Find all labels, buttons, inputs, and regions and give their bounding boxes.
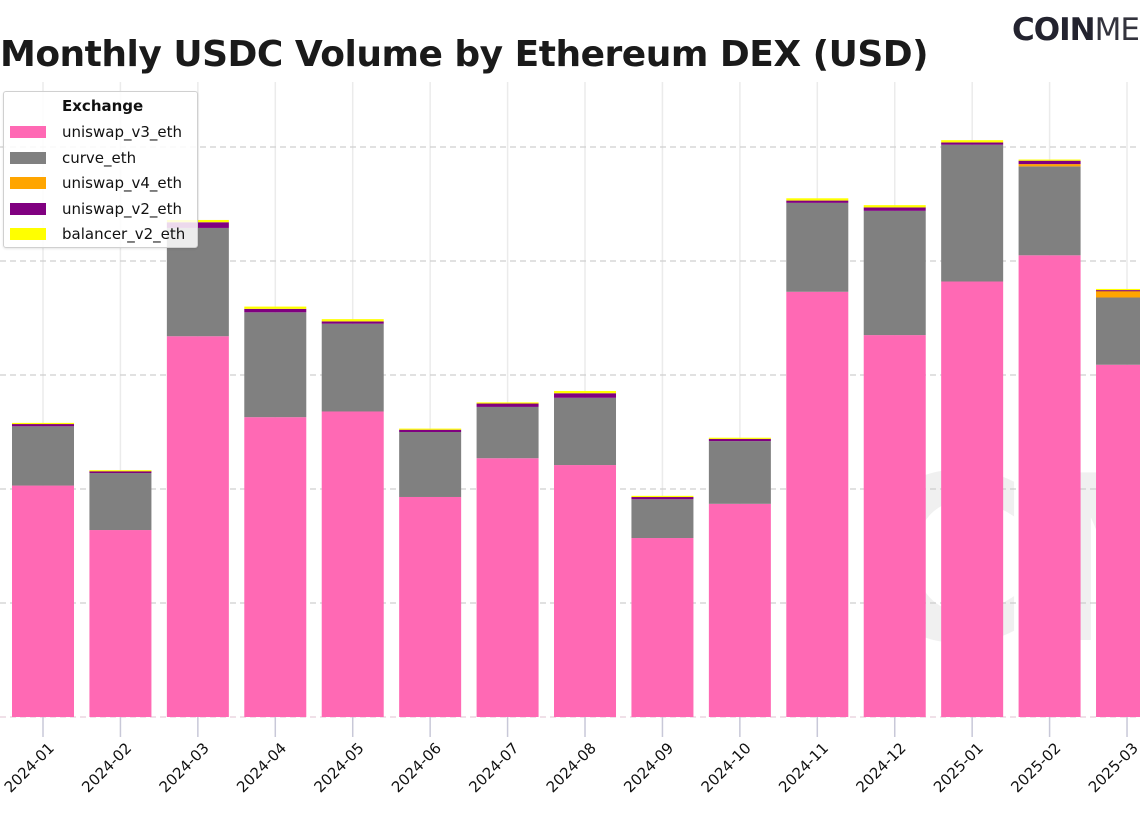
bar-uniswap_v3_eth-2024-08 [554, 465, 617, 717]
bar-uniswap_v3_eth-2024-11 [786, 291, 849, 717]
bar-curve_eth-2024-12 [863, 210, 926, 336]
x-tick-label: 2025-02 [1007, 739, 1064, 796]
x-tick-label: 2024-09 [620, 739, 677, 796]
bar-curve_eth-2025-02 [1018, 166, 1081, 256]
bar-balancer_v2_eth-2024-08 [554, 390, 617, 394]
legend-label: curve_eth [62, 148, 137, 167]
legend: Exchange uniswap_v3_eth curve_eth uniswap_… [3, 91, 198, 248]
bar-balancer_v2_eth-2025-02 [1018, 159, 1081, 161]
bar-uniswap_v3_eth-2025-01 [941, 281, 1004, 717]
bar-balancer_v2_eth-2024-11 [786, 198, 849, 201]
bar-curve_eth-2024-08 [554, 397, 617, 466]
bar-uniswap_v3_eth-2024-02 [89, 530, 152, 717]
legend-label: uniswap_v3_eth [62, 123, 183, 141]
bar-uniswap_v2_eth-2024-08 [554, 393, 617, 398]
bar-uniswap_v3_eth-2024-10 [708, 503, 771, 717]
bar-uniswap_v2_eth-2024-05 [321, 321, 384, 324]
bar-balancer_v2_eth-2024-12 [863, 205, 926, 208]
legend-label: balancer_v2_eth [62, 225, 186, 243]
x-tick-label: 2024-06 [388, 739, 445, 796]
bar-curve_eth-2024-01 [12, 426, 74, 486]
legend-swatch [10, 228, 46, 240]
legend-swatch [10, 151, 46, 164]
bar-balancer_v2_eth-2024-02 [89, 470, 152, 472]
bar-uniswap_v3_eth-2025-02 [1018, 255, 1081, 718]
bar-uniswap_v2_eth-2024-11 [786, 200, 849, 203]
bar-uniswap_v2_eth-2024-04 [244, 308, 307, 313]
bar-balancer_v2_eth-2025-03 [1096, 288, 1140, 291]
bar-uniswap_v2_eth-2024-10 [708, 438, 771, 442]
bar-curve_eth-2024-07 [476, 406, 539, 459]
legend-title: Exchange [62, 97, 144, 115]
bar-uniswap_v2_eth-2024-01 [12, 424, 74, 427]
x-tick-label: 2024-11 [775, 739, 832, 796]
bar-balancer_v2_eth-2024-06 [399, 428, 462, 430]
legend-item-uniswap_v2_eth[interactable]: uniswap_v2_eth [10, 199, 182, 219]
legend-swatch [10, 202, 46, 215]
bar-uniswap_v2_eth-2025-01 [941, 142, 1004, 145]
bar-curve_eth-2024-11 [786, 202, 849, 292]
x-tick-label: 2024-05 [310, 739, 367, 796]
bar-balancer_v2_eth-2024-04 [244, 306, 307, 309]
bar-curve_eth-2024-06 [399, 432, 462, 497]
bar-balancer_v2_eth-2024-07 [476, 402, 539, 404]
bar-uniswap_v2_eth-2024-12 [863, 207, 926, 211]
bar-balancer_v2_eth-2024-09 [631, 495, 694, 498]
x-tick-label: 2024-10 [698, 739, 755, 796]
legend-item-curve_eth[interactable]: curve_eth [10, 148, 136, 168]
bar-balancer_v2_eth-2025-01 [941, 140, 1004, 143]
bar-uniswap_v2_eth-2025-03 [1096, 290, 1140, 292]
bar-uniswap_v2_eth-2025-02 [1018, 160, 1081, 165]
bar-uniswap_v3_eth-2024-06 [399, 496, 462, 717]
legend-label: uniswap_v2_eth [62, 199, 183, 218]
bar-uniswap_v4_eth-2025-03 [1096, 290, 1140, 298]
bar-curve_eth-2025-03 [1096, 297, 1140, 365]
legend-item-balancer_v2_eth[interactable]: balancer_v2_eth [10, 224, 185, 244]
legend-swatch [10, 126, 46, 138]
bar-curve_eth-2024-02 [89, 473, 152, 531]
x-tick-label: 2024-01 [1, 739, 58, 796]
legend-label: uniswap_v4_eth [62, 174, 183, 192]
bar-balancer_v2_eth-2024-10 [708, 437, 771, 439]
bar-uniswap_v2_eth-2024-09 [631, 496, 694, 500]
legend-item-uniswap_v3_eth[interactable]: uniswap_v3_eth [10, 122, 182, 142]
chart-title: Monthly USDC Volume by Ethereum DEX (USD… [0, 34, 929, 75]
bar-uniswap_v3_eth-2024-12 [863, 335, 926, 717]
x-tick-label: 2025-03 [1085, 739, 1140, 796]
bar-uniswap_v3_eth-2025-03 [1096, 364, 1140, 717]
x-tick-label: 2024-02 [78, 739, 135, 796]
bar-curve_eth-2025-01 [941, 144, 1004, 282]
bar-curve_eth-2024-05 [321, 323, 384, 412]
x-tick-label: 2025-01 [930, 739, 987, 796]
x-tick-label: 2024-12 [853, 739, 910, 796]
bar-uniswap_v3_eth-2024-09 [631, 538, 694, 717]
bar-uniswap_v3_eth-2024-04 [244, 417, 307, 717]
bar-uniswap_v2_eth-2024-06 [399, 429, 462, 432]
coinmetrics-logo: COINME [1012, 12, 1140, 48]
bar-curve_eth-2024-04 [244, 312, 307, 418]
bar-balancer_v2_eth-2024-05 [321, 319, 384, 322]
bar-curve_eth-2024-10 [708, 441, 771, 504]
bar-uniswap_v3_eth-2024-03 [166, 336, 229, 717]
bar-uniswap_v4_eth-2025-02 [1018, 164, 1081, 167]
bar-uniswap_v3_eth-2024-07 [476, 458, 539, 717]
bar-uniswap_v3_eth-2024-05 [321, 411, 384, 717]
legend-item-uniswap_v4_eth[interactable]: uniswap_v4_eth [10, 173, 182, 193]
x-tick-label: 2024-07 [465, 739, 522, 796]
legend-swatch [10, 177, 46, 189]
bar-uniswap_v3_eth-2024-01 [12, 485, 74, 717]
x-tick-label: 2024-08 [543, 739, 600, 796]
bar-balancer_v2_eth-2024-01 [12, 422, 74, 425]
x-tick-label: 2024-04 [233, 739, 290, 796]
bar-uniswap_v2_eth-2024-02 [89, 470, 152, 474]
x-tick-label: 2024-03 [156, 739, 213, 796]
bar-curve_eth-2024-09 [631, 499, 694, 539]
bar-uniswap_v2_eth-2024-07 [476, 403, 539, 407]
